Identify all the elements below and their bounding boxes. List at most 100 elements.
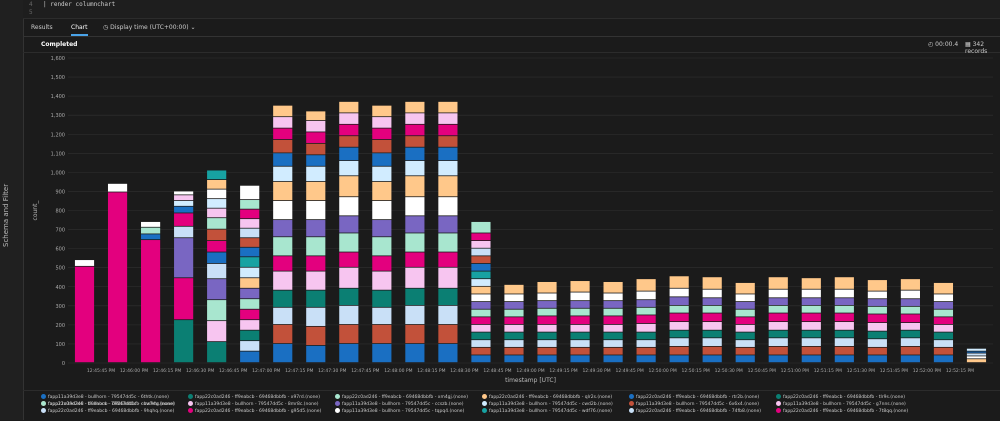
bar-segment[interactable] xyxy=(339,216,359,233)
bar-segment[interactable] xyxy=(867,280,887,291)
bar-segment[interactable] xyxy=(603,316,623,325)
bar-segment[interactable] xyxy=(438,267,458,288)
bar-segment[interactable] xyxy=(471,241,491,248)
bar-segment[interactable] xyxy=(900,355,920,363)
bar-segment[interactable] xyxy=(438,305,458,325)
bar-segment[interactable] xyxy=(471,248,491,256)
bar-segment[interactable] xyxy=(207,300,227,321)
bar-segment[interactable] xyxy=(933,282,954,294)
bar-segment[interactable] xyxy=(537,293,557,301)
bar-segment[interactable] xyxy=(306,181,326,201)
bar-segment[interactable] xyxy=(273,128,293,140)
bar-segment[interactable] xyxy=(537,281,557,293)
bar-stack[interactable] xyxy=(273,105,293,363)
bar-segment[interactable] xyxy=(504,284,524,294)
bar-segment[interactable] xyxy=(471,256,491,264)
bar-segment[interactable] xyxy=(174,226,194,238)
bar-stack[interactable] xyxy=(240,185,260,363)
bar-segment[interactable] xyxy=(636,332,656,340)
bar-segment[interactable] xyxy=(933,332,954,340)
bar-segment[interactable] xyxy=(603,308,623,316)
bar-segment[interactable] xyxy=(504,317,524,325)
bar-segment[interactable] xyxy=(867,331,887,339)
bar-segment[interactable] xyxy=(372,307,392,325)
bar-segment[interactable] xyxy=(240,320,260,330)
bar-segment[interactable] xyxy=(306,166,326,182)
bar-segment[interactable] xyxy=(405,147,425,161)
bar-segment[interactable] xyxy=(834,305,854,313)
bar-segment[interactable] xyxy=(900,290,920,299)
bar-segment[interactable] xyxy=(306,326,326,346)
bar-segment[interactable] xyxy=(570,292,590,301)
bar-segment[interactable] xyxy=(405,136,425,147)
bar-segment[interactable] xyxy=(306,155,326,166)
bar-segment[interactable] xyxy=(339,113,359,124)
schema-filter-toggle[interactable]: Schema and Filter xyxy=(2,183,10,247)
bar-segment[interactable] xyxy=(207,263,227,279)
bar-segment[interactable] xyxy=(306,307,326,326)
bar-segment[interactable] xyxy=(504,294,524,302)
bar-segment[interactable] xyxy=(768,322,788,330)
legend-item[interactable]: fapp22c0ad246 - ff9eabcb - 69468dbbfb - … xyxy=(188,408,321,414)
bar-segment[interactable] xyxy=(372,220,392,237)
legend-item[interactable]: fapp22c0ad246 - ff9eabcb - 69468dbbfb - … xyxy=(629,408,761,414)
bar-segment[interactable] xyxy=(636,279,656,291)
bar-segment[interactable] xyxy=(768,305,788,313)
bar-segment[interactable] xyxy=(339,288,359,306)
bar-segment[interactable] xyxy=(207,170,227,180)
bar-segment[interactable] xyxy=(471,347,491,355)
bar-segment[interactable] xyxy=(735,355,755,363)
bar-segment[interactable] xyxy=(570,281,590,292)
bar-segment[interactable] xyxy=(636,291,656,300)
bar-segment[interactable] xyxy=(372,105,392,117)
bar-segment[interactable] xyxy=(240,228,260,238)
code-line[interactable]: | render columnchart xyxy=(43,1,116,8)
bar-segment[interactable] xyxy=(438,101,458,113)
bar-segment[interactable] xyxy=(966,351,987,353)
bar-segment[interactable] xyxy=(636,300,656,307)
bar-segment[interactable] xyxy=(702,346,722,355)
bar-segment[interactable] xyxy=(504,355,524,363)
legend-item[interactable]: fapp22c0ad246 - ff9eabcb - 69468dbbfb - … xyxy=(335,394,468,400)
bar-segment[interactable] xyxy=(405,101,425,113)
bar-segment[interactable] xyxy=(636,340,656,347)
bar-segment[interactable] xyxy=(372,290,392,307)
bar-stack[interactable] xyxy=(438,101,458,363)
bar-segment[interactable] xyxy=(240,267,260,278)
bar-segment[interactable] xyxy=(339,305,359,325)
bar-segment[interactable] xyxy=(240,200,260,209)
bar-stack[interactable] xyxy=(933,282,954,363)
bar-segment[interactable] xyxy=(537,316,557,325)
bar-segment[interactable] xyxy=(801,346,821,355)
bar-segment[interactable] xyxy=(207,180,227,189)
bar-segment[interactable] xyxy=(801,313,821,322)
bar-segment[interactable] xyxy=(306,111,326,121)
bar-segment[interactable] xyxy=(141,221,161,227)
bar-segment[interactable] xyxy=(867,306,887,314)
legend-item[interactable]: fapp22c0ad246 - ff9eabcb - 69468dbbfb - … xyxy=(629,394,759,400)
bar-segment[interactable] xyxy=(867,291,887,299)
bar-segment[interactable] xyxy=(537,301,557,308)
legend-item[interactable]: fapp11a39d3e8 - bullhorn - 79547dd5c - 6… xyxy=(41,394,169,400)
bar-segment[interactable] xyxy=(900,299,920,306)
bar-segment[interactable] xyxy=(966,353,987,356)
bar-segment[interactable] xyxy=(636,307,656,315)
bar-segment[interactable] xyxy=(240,185,260,200)
bar-segment[interactable] xyxy=(867,314,887,323)
bar-segment[interactable] xyxy=(669,330,689,338)
bar-segment[interactable] xyxy=(207,321,227,342)
bar-segment[interactable] xyxy=(867,339,887,347)
bar-segment[interactable] xyxy=(438,113,458,124)
legend-item[interactable]: fapp11a39d3e8 - bullhorn - 79547dd5c - w… xyxy=(482,408,612,414)
bar-segment[interactable] xyxy=(174,278,194,320)
bar-segment[interactable] xyxy=(801,289,821,298)
bar-segment[interactable] xyxy=(240,351,260,363)
bar-segment[interactable] xyxy=(834,346,854,355)
bar-segment[interactable] xyxy=(438,324,458,344)
bar-segment[interactable] xyxy=(438,233,458,252)
bar-segment[interactable] xyxy=(603,340,623,347)
bar-segment[interactable] xyxy=(372,271,392,290)
bar-segment[interactable] xyxy=(834,322,854,330)
bar-segment[interactable] xyxy=(273,139,293,153)
bar-segment[interactable] xyxy=(834,330,854,338)
